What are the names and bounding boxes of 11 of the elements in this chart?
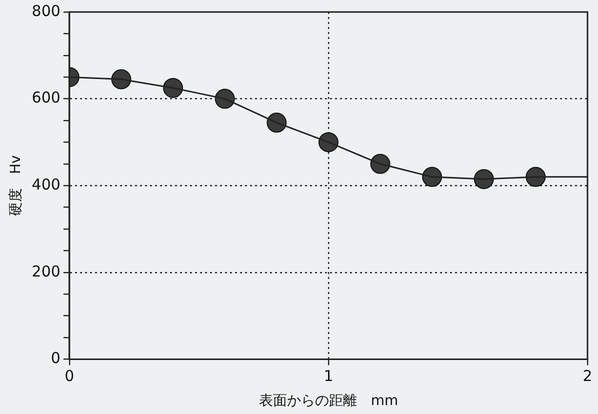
x-tick-label: 0 [64, 367, 74, 386]
x-axis-title: 表面からの距離 mm [258, 393, 398, 410]
y-tick-label: 200 [32, 262, 60, 280]
y-tick-label: 0 [50, 349, 60, 368]
point [422, 166, 442, 187]
y-axis-title: 硬度 Hv [8, 155, 24, 216]
y-tick-label: 600 [32, 88, 60, 107]
y-tick-label: 400 [32, 175, 60, 194]
y-tick-label: 800 [32, 2, 60, 20]
x-tick-label: 1 [324, 367, 334, 386]
x-tick-label: 2 [582, 367, 592, 386]
